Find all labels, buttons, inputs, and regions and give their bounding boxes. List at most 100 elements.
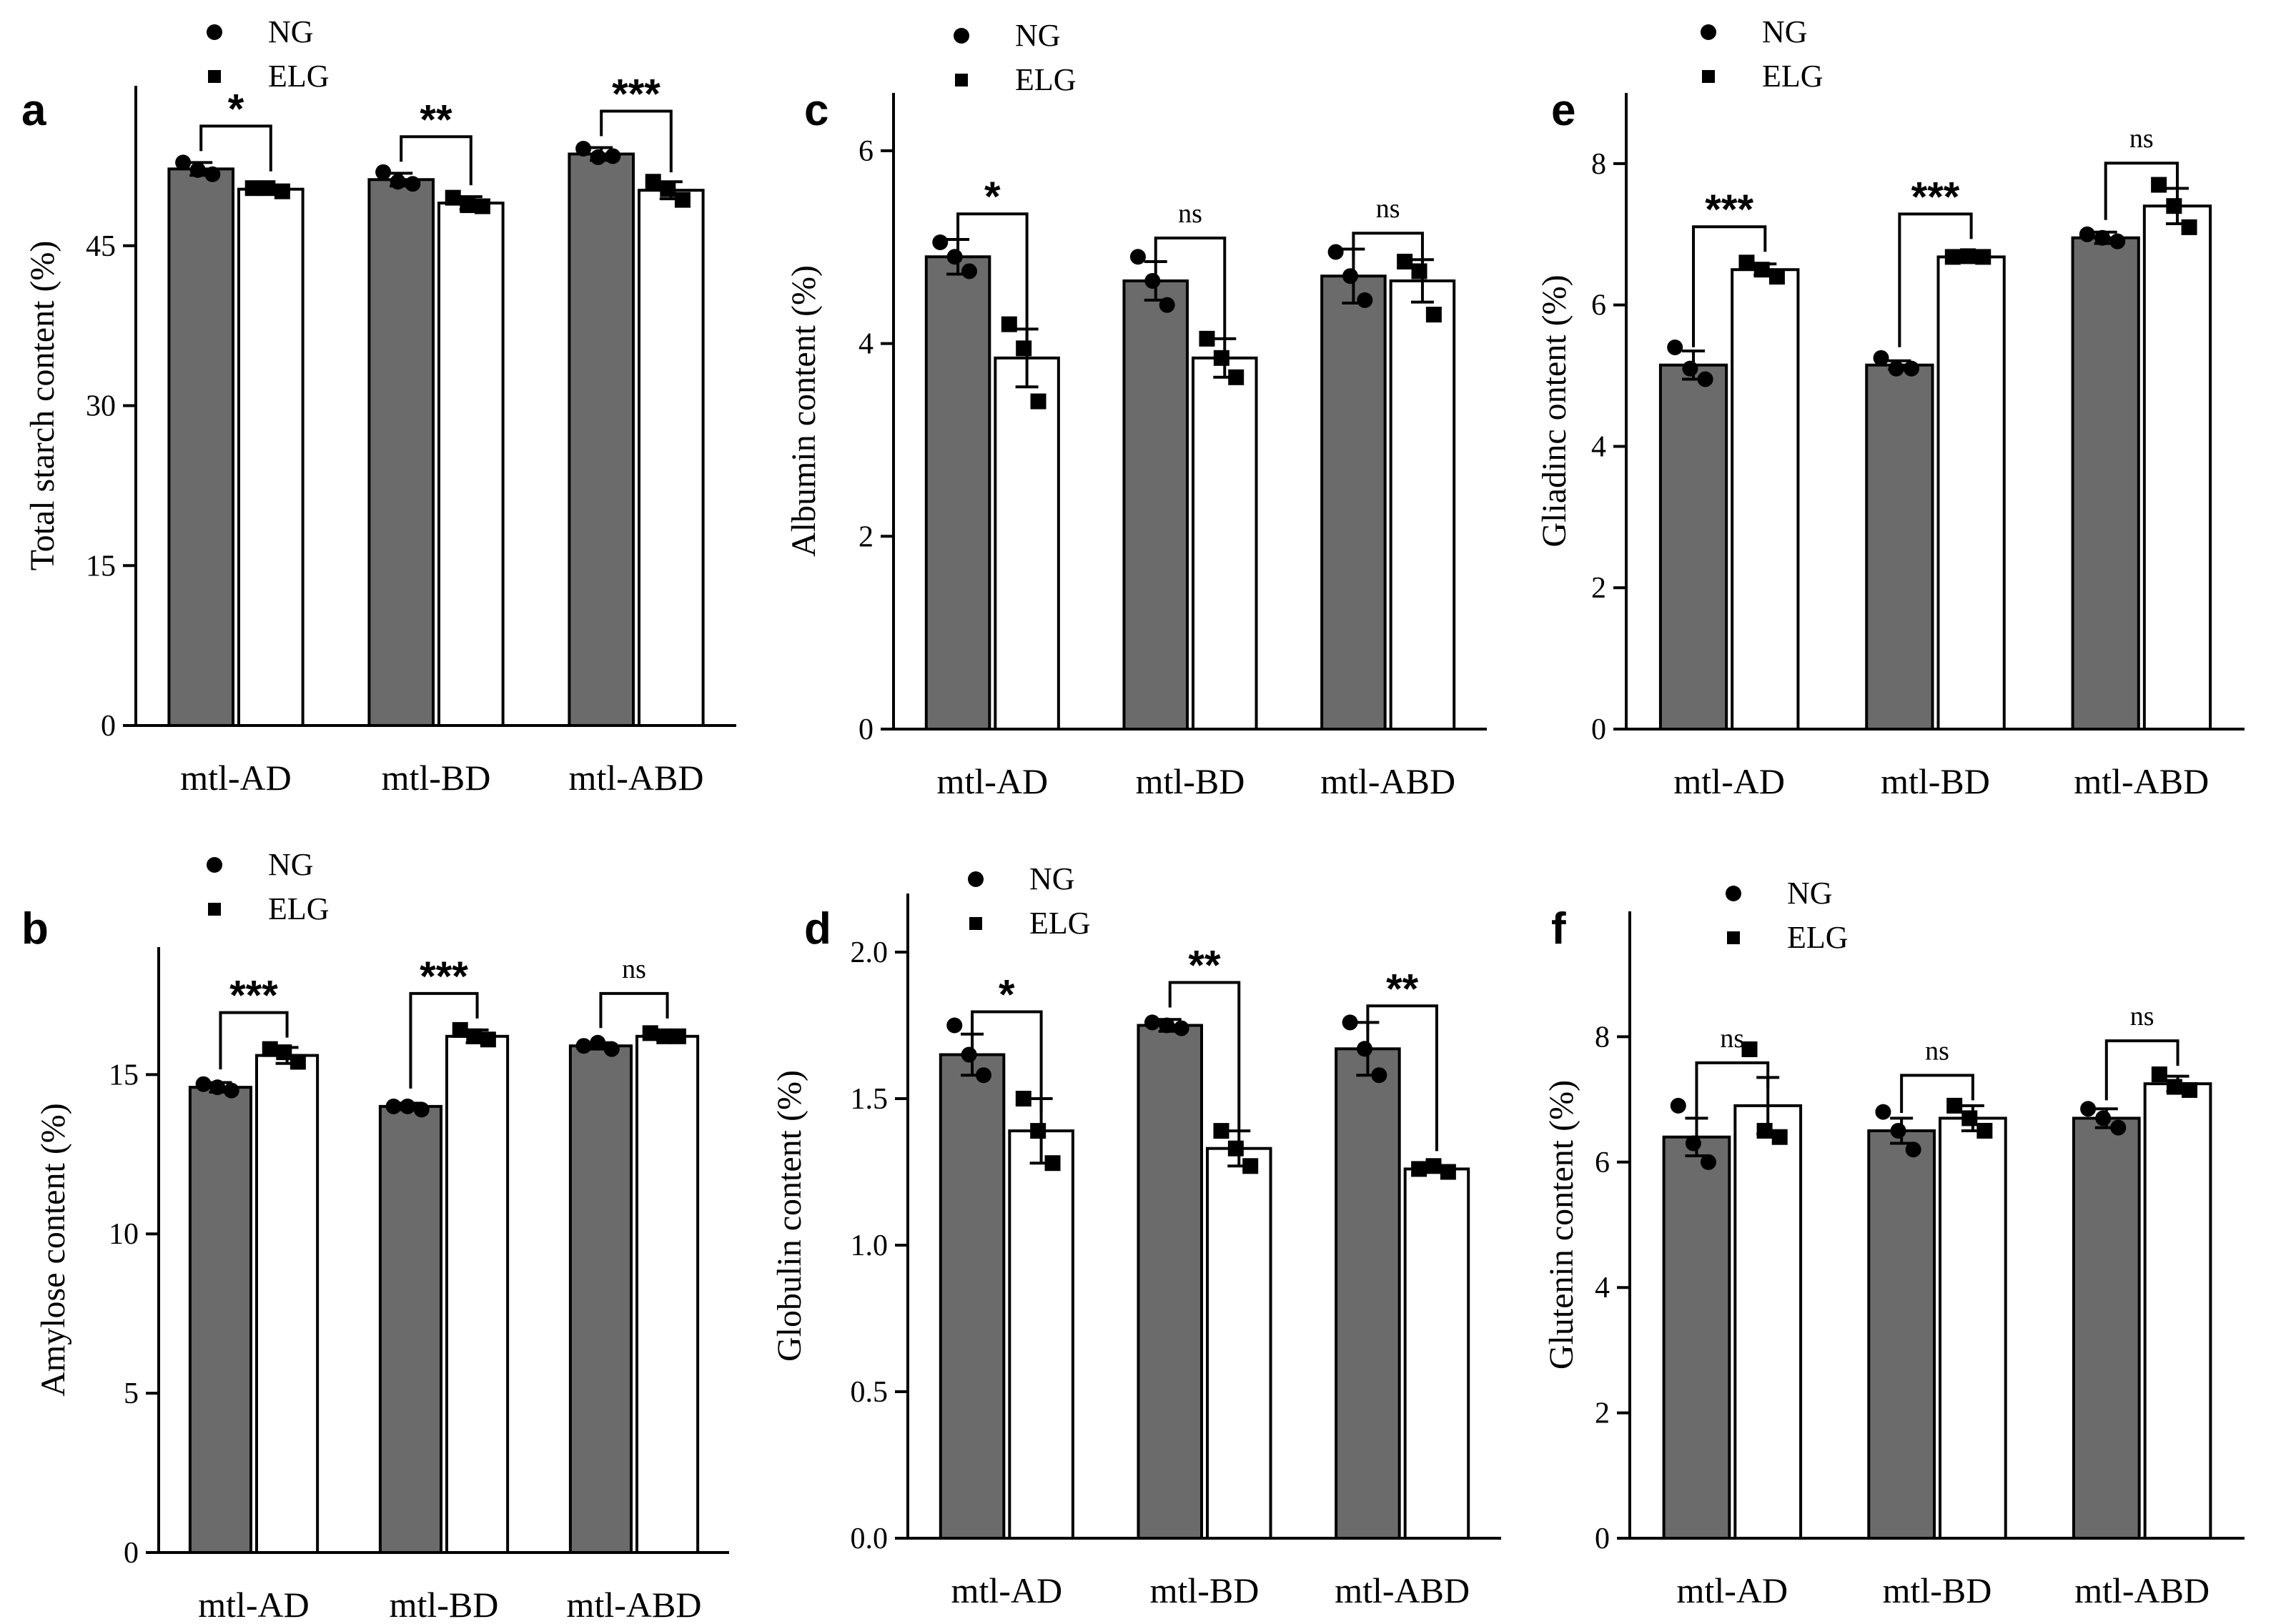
y-tick-label: 4 (1595, 1272, 1610, 1304)
data-point-elg (1771, 1129, 1788, 1145)
data-point-elg (2151, 1066, 2167, 1083)
significance-label: * (228, 86, 244, 132)
data-point-ng (1903, 360, 1919, 377)
category-group-mtl-ad: * (167, 86, 305, 728)
data-point-ng (1173, 1020, 1189, 1036)
data-point-ng (1670, 1097, 1686, 1114)
data-point-ng (1888, 360, 1904, 377)
bar-ng (1867, 1129, 1936, 1540)
data-point-ng (1873, 350, 1889, 366)
data-point-elg (1975, 249, 1991, 265)
y-axis-label: Glutenin content (%) (1543, 1080, 1580, 1370)
x-category-label: mtl-BD (1150, 1570, 1260, 1610)
data-point-elg (244, 180, 261, 197)
data-point-elg (1976, 1122, 1993, 1139)
bar-ng (1662, 1135, 1731, 1540)
bar-elg (1008, 1129, 1074, 1540)
data-point-ng (405, 176, 421, 192)
chart-panel-a: a NG ELG 0 15 30 45 Total starch content (%) * mt… (21, 14, 736, 798)
x-category-label: mtl-BD (1883, 1570, 1992, 1610)
y-tick-label: 1.5 (851, 1083, 889, 1116)
bar-elg (1206, 1147, 1272, 1540)
x-category-label: mtl-ABD (2074, 761, 2209, 801)
legend-label-ng: NG (268, 14, 314, 49)
significance-bracket (400, 135, 472, 186)
bar-ng (939, 1053, 1006, 1540)
data-point-ng (1356, 1041, 1372, 1057)
category-group-mtl-bd: ns (1122, 199, 1258, 731)
data-point-elg (480, 1031, 496, 1048)
category-group-mtl-abd: ns (568, 954, 700, 1554)
y-tick-label: 0 (124, 1537, 139, 1570)
y-tick-label: 2 (1595, 1397, 1610, 1430)
data-point-ng (385, 1098, 402, 1114)
data-point-ng (2095, 1110, 2112, 1127)
bar-elg (1939, 1116, 2007, 1540)
significance-bracket (599, 991, 669, 1029)
panel-letter: b (21, 904, 49, 954)
data-point-elg (642, 1025, 658, 1041)
significance-bracket (1695, 1061, 1770, 1119)
y-axis-label: Total starch content (%) (24, 241, 61, 571)
bar-elg (445, 1034, 510, 1554)
legend: NG ELG (207, 14, 330, 94)
category-group-mtl-ad: *** (1658, 187, 1800, 731)
bar-elg (255, 1054, 320, 1555)
data-point-ng (976, 1067, 992, 1084)
data-point-elg (1044, 1155, 1061, 1172)
y-tick-label: 8 (1595, 1021, 1610, 1054)
significance-label: *** (229, 973, 278, 1019)
data-point-elg (1213, 350, 1229, 366)
data-point-elg (1961, 1110, 1978, 1127)
data-point-elg (259, 180, 276, 197)
panel-letter: a (21, 86, 46, 135)
y-tick-label: 0 (101, 710, 116, 743)
panel-letter: d (804, 904, 831, 954)
bar-ng (568, 1044, 633, 1554)
data-point-elg (474, 198, 490, 214)
significance-bracket (1366, 1004, 1438, 1152)
data-point-elg (1946, 1097, 1963, 1114)
data-point-elg (445, 189, 461, 206)
significance-label: * (984, 174, 1001, 220)
data-point-ng (1144, 272, 1161, 289)
data-point-ng (375, 164, 392, 180)
data-point-ng (946, 249, 963, 265)
data-point-elg (1944, 249, 1961, 265)
legend-label-elg: ELG (1787, 920, 1849, 955)
data-point-ng (1685, 1135, 1701, 1152)
y-axis-label: Gliadinc ontent (%) (1535, 274, 1573, 547)
y-tick-label: 6 (858, 135, 874, 168)
significance-label: ** (1188, 943, 1221, 989)
legend-label-ng: NG (1029, 861, 1075, 896)
bar-elg (1403, 1167, 1470, 1540)
significance-bracket (1352, 232, 1424, 263)
significance-bracket (219, 1011, 289, 1070)
data-point-ng (1700, 1154, 1716, 1170)
significance-label: ns (622, 954, 646, 984)
significance-bracket (956, 212, 1029, 340)
data-point-ng (2110, 1119, 2127, 1136)
legend-marker-square (1702, 70, 1715, 83)
data-point-ng (590, 149, 606, 165)
x-category-label: mtl-ABD (569, 758, 704, 798)
data-point-elg (1741, 1041, 1758, 1057)
bar-ng (2071, 236, 2140, 731)
bar-elg (635, 1034, 700, 1554)
data-point-elg (2151, 177, 2167, 193)
bar-elg (1192, 356, 1258, 731)
data-point-elg (274, 183, 290, 199)
data-point-elg (645, 174, 661, 190)
legend: NG ELG (1701, 14, 1824, 94)
significance-bracket (1898, 212, 1973, 347)
data-point-elg (2166, 1079, 2182, 1095)
significance-bracket (1900, 1074, 1974, 1113)
data-point-ng (946, 1017, 963, 1034)
data-point-ng (1667, 340, 1683, 355)
bar-ng (1335, 1047, 1401, 1540)
legend-label-elg: ELG (268, 59, 330, 94)
category-group-mtl-bd: *** (378, 954, 510, 1555)
data-point-elg (1756, 1122, 1773, 1139)
data-point-elg (1001, 316, 1017, 332)
